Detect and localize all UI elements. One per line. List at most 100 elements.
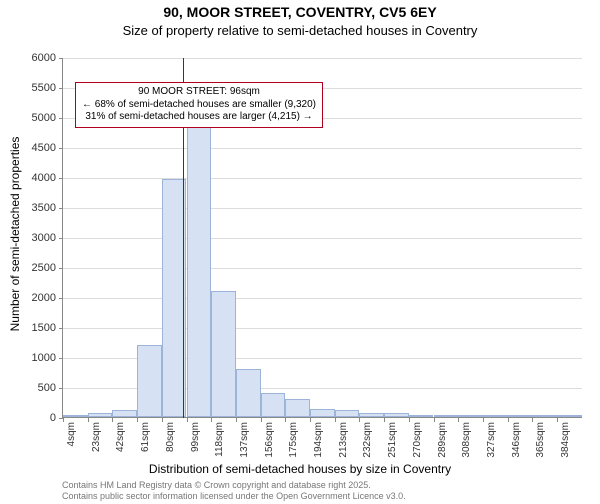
x-tick-label: 213sqm xyxy=(338,422,349,458)
histogram-bar xyxy=(532,415,557,417)
histogram-bar xyxy=(508,415,533,417)
y-tick-mark xyxy=(59,268,63,269)
x-tick-label: 232sqm xyxy=(362,422,373,458)
x-tick-mark xyxy=(335,418,336,422)
x-tick-label: 194sqm xyxy=(313,422,324,458)
x-tick-label: 308sqm xyxy=(461,422,472,458)
y-tick-mark xyxy=(59,238,63,239)
y-tick-label: 4500 xyxy=(16,142,56,154)
y-tick-mark xyxy=(59,58,63,59)
chart-subtitle: Size of property relative to semi-detach… xyxy=(0,23,600,38)
y-tick-mark xyxy=(59,298,63,299)
x-tick-mark xyxy=(359,418,360,422)
x-tick-mark xyxy=(63,418,64,422)
x-tick-mark xyxy=(434,418,435,422)
y-tick-label: 6000 xyxy=(16,52,56,64)
x-axis-title: Distribution of semi-detached houses by … xyxy=(0,462,600,476)
x-tick-mark xyxy=(532,418,533,422)
y-tick-mark xyxy=(59,388,63,389)
x-tick-mark xyxy=(88,418,89,422)
x-tick-label: 384sqm xyxy=(560,422,571,458)
x-tick-mark xyxy=(211,418,212,422)
x-tick-label: 289sqm xyxy=(437,422,448,458)
footer-line-2: Contains public sector information licen… xyxy=(62,491,406,502)
x-tick-label: 61sqm xyxy=(140,422,151,452)
chart-area: 4sqm23sqm42sqm61sqm80sqm99sqm118sqm137sq… xyxy=(62,58,582,418)
y-tick-mark xyxy=(59,208,63,209)
callout-box: 90 MOOR STREET: 96sqm← 68% of semi-detac… xyxy=(75,82,323,128)
y-tick-mark xyxy=(59,178,63,179)
y-gridline xyxy=(63,148,582,149)
chart-title: 90, MOOR STREET, COVENTRY, CV5 6EY xyxy=(0,4,600,21)
histogram-bar xyxy=(261,393,286,417)
x-tick-mark xyxy=(162,418,163,422)
histogram-bar xyxy=(137,345,162,417)
histogram-bar xyxy=(211,291,236,417)
x-tick-mark xyxy=(236,418,237,422)
x-tick-mark xyxy=(137,418,138,422)
x-tick-mark xyxy=(112,418,113,422)
x-tick-mark xyxy=(557,418,558,422)
y-gridline xyxy=(63,238,582,239)
y-tick-mark xyxy=(59,88,63,89)
y-tick-label: 4000 xyxy=(16,172,56,184)
histogram-bar xyxy=(63,415,88,417)
histogram-bar xyxy=(384,413,409,417)
x-tick-mark xyxy=(187,418,188,422)
y-tick-label: 500 xyxy=(16,382,56,394)
callout-line-1: 90 MOOR STREET: 96sqm xyxy=(82,86,316,99)
x-tick-mark xyxy=(310,418,311,422)
x-tick-label: 80sqm xyxy=(165,422,176,452)
histogram-bar xyxy=(458,415,483,417)
y-gridline xyxy=(63,208,582,209)
histogram-bar xyxy=(310,409,335,417)
callout-line-3: 31% of semi-detached houses are larger (… xyxy=(82,111,316,124)
y-tick-label: 3500 xyxy=(16,202,56,214)
x-tick-mark xyxy=(261,418,262,422)
histogram-bar xyxy=(236,369,261,417)
x-tick-label: 137sqm xyxy=(239,422,250,458)
y-tick-label: 2000 xyxy=(16,292,56,304)
x-tick-label: 251sqm xyxy=(387,422,398,458)
histogram-bar xyxy=(434,415,459,417)
x-tick-label: 118sqm xyxy=(214,422,225,457)
y-gridline xyxy=(63,268,582,269)
x-tick-label: 42sqm xyxy=(115,422,126,452)
y-tick-label: 1000 xyxy=(16,352,56,364)
x-tick-mark xyxy=(508,418,509,422)
y-tick-label: 5000 xyxy=(16,112,56,124)
x-tick-mark xyxy=(384,418,385,422)
callout-line-2: ← 68% of semi-detached houses are smalle… xyxy=(82,99,316,112)
histogram-bar xyxy=(359,413,384,417)
y-tick-mark xyxy=(59,118,63,119)
x-tick-label: 270sqm xyxy=(412,422,423,458)
y-tick-label: 2500 xyxy=(16,262,56,274)
x-tick-label: 175sqm xyxy=(288,422,299,458)
x-tick-mark xyxy=(458,418,459,422)
histogram-bar xyxy=(112,410,137,417)
footer-line-1: Contains HM Land Registry data © Crown c… xyxy=(62,480,406,491)
histogram-bar xyxy=(483,415,508,417)
x-tick-mark xyxy=(285,418,286,422)
x-tick-label: 327sqm xyxy=(486,422,497,458)
y-gridline xyxy=(63,178,582,179)
y-gridline xyxy=(63,58,582,59)
plot-area: 4sqm23sqm42sqm61sqm80sqm99sqm118sqm137sq… xyxy=(62,58,582,418)
x-tick-mark xyxy=(483,418,484,422)
y-tick-label: 1500 xyxy=(16,322,56,334)
histogram-bar xyxy=(335,410,360,417)
histogram-bar xyxy=(557,415,582,417)
y-gridline xyxy=(63,298,582,299)
x-tick-mark xyxy=(409,418,410,422)
y-tick-mark xyxy=(59,358,63,359)
histogram-bar xyxy=(409,415,434,417)
x-tick-label: 23sqm xyxy=(91,422,102,452)
y-tick-label: 5500 xyxy=(16,82,56,94)
y-tick-label: 0 xyxy=(16,412,56,424)
x-tick-label: 346sqm xyxy=(511,422,522,458)
y-tick-label: 3000 xyxy=(16,232,56,244)
histogram-bar xyxy=(88,413,113,417)
x-tick-label: 4sqm xyxy=(66,422,77,446)
y-gridline xyxy=(63,328,582,329)
y-tick-mark xyxy=(59,328,63,329)
